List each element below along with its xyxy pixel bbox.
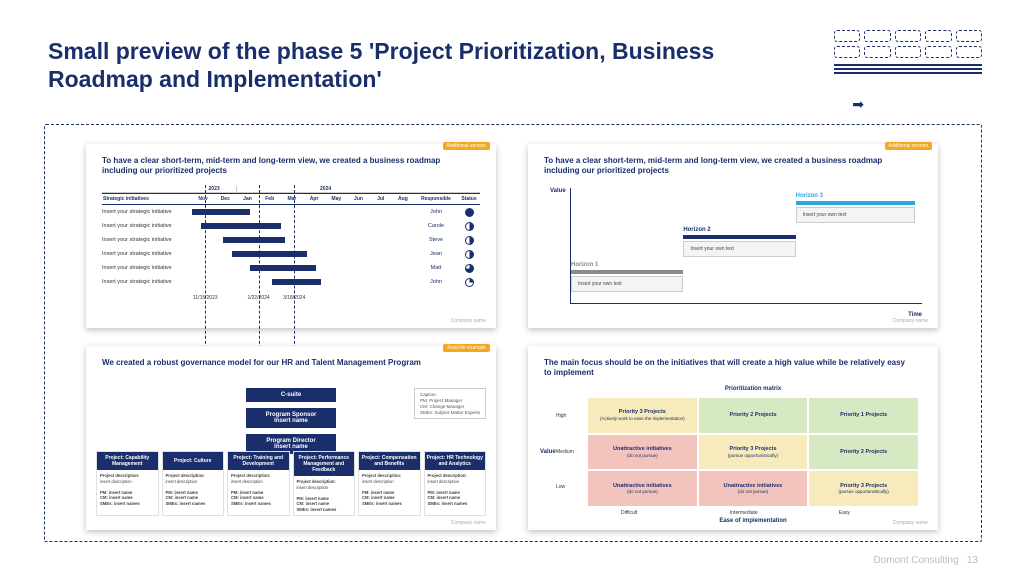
horizon-step: Horizon 2 Insert your own text: [683, 227, 795, 257]
matrix-cell: Unattractive initiatives(do not pursue): [588, 435, 697, 470]
matrix-cell: Unattractive initiatives(do not pursue): [699, 471, 808, 506]
governance-column: Project: Culture Project description:ins…: [162, 451, 225, 516]
matrix-ylabel: Value: [540, 449, 556, 455]
matrix-subtitle: Prioritization matrix: [725, 386, 781, 392]
thumb-footer: Company name: [451, 318, 486, 324]
matrix-title: The main focus should be on the initiati…: [544, 358, 914, 378]
arrow-icon: ➡: [852, 96, 864, 113]
thumb-governance: Real-life example We created a robust go…: [86, 346, 496, 530]
governance-box: C-suite: [246, 388, 336, 402]
phase-icon: [834, 30, 982, 100]
horizons-chart: Horizon 1 Insert your own textHorizon 2 …: [570, 188, 922, 304]
matrix-cell: Priority 2 Projects: [699, 398, 808, 433]
tag-additional: Additional version: [443, 142, 490, 150]
tag-additional: Additional version: [885, 142, 932, 150]
matrix-xlabel: Ease of implementation: [719, 518, 786, 524]
slide-title: Small preview of the phase 5 'Project Pr…: [48, 38, 768, 93]
governance-title: We created a robust governance model for…: [102, 358, 472, 368]
thumb-matrix: The main focus should be on the initiati…: [528, 346, 938, 530]
governance-column: Project: Capability Management Project d…: [96, 451, 159, 516]
thumb-gantt: Additional version To have a clear short…: [86, 144, 496, 328]
governance-box: Program SponsorInsert name: [246, 408, 336, 428]
gantt-title: To have a clear short-term, mid-term and…: [102, 156, 472, 176]
matrix-cell: Priority 3 Projects(pursue opportunistic…: [699, 435, 808, 470]
governance-column: Project: HR Technology and Analytics Pro…: [424, 451, 487, 516]
horizons-title: To have a clear short-term, mid-term and…: [544, 156, 914, 176]
thumb-footer: Company name: [893, 520, 928, 526]
thumb-horizons: Additional version To have a clear short…: [528, 144, 938, 328]
matrix-cell: Priority 1 Projects: [809, 398, 918, 433]
prioritization-matrix: Prioritization matrix Value Ease of impl…: [588, 398, 918, 506]
tag-reallife: Real-life example: [443, 344, 490, 352]
thumb-footer: Company name: [893, 318, 928, 324]
governance-column: Project: Compensation and Benefits Proje…: [358, 451, 421, 516]
governance-column: Project: Training and Development Projec…: [227, 451, 290, 516]
thumb-footer: Company name: [451, 520, 486, 526]
governance-column: Project: Performance Management and Feed…: [293, 451, 356, 516]
horizon-step: Horizon 1 Insert your own text: [571, 262, 683, 292]
matrix-cell: Priority 2 Projects: [809, 435, 918, 470]
slide-footer: Domont Consulting 13: [873, 555, 978, 566]
matrix-cell: Priority 3 Projects(pursue opportunistic…: [809, 471, 918, 506]
value-axis-label: Value: [550, 188, 566, 194]
matrix-cell: Unattractive initiatives(do not pursue): [588, 471, 697, 506]
governance-legend: Caption:PM: Project ManagerCM: Change Ma…: [414, 388, 486, 419]
matrix-cell: Priority 3 Projects(Actively work to eas…: [588, 398, 697, 433]
horizon-step: Horizon 3 Insert your own text: [796, 193, 915, 223]
